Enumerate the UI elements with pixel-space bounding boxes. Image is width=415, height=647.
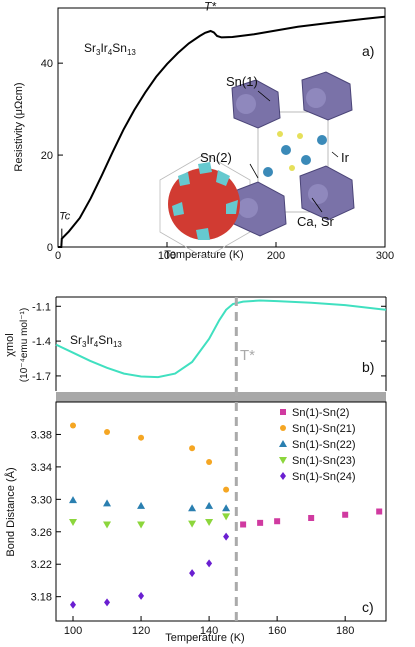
panel-a-frame <box>57 7 386 248</box>
data-point <box>308 514 315 521</box>
inset-label-sn1: Sn(1) <box>226 74 258 89</box>
panel-a-compound: Sr3Ir4Sn13 <box>84 41 136 57</box>
y-tick-label: 3.34 <box>31 462 52 474</box>
data-point <box>138 591 145 600</box>
x-tick-label: 160 <box>268 625 286 637</box>
data-point <box>104 429 111 436</box>
panel-b-compound: Sr3Ir4Sn13 <box>70 333 122 349</box>
panel-c-ticks: 100 120 140 160 180 3.18 3.22 3.26 3.30 3.34 3.38 <box>31 429 355 637</box>
data-point <box>205 501 214 509</box>
legend-label: Sn(1)-Sn(23) <box>292 455 356 467</box>
tc-annotation: Tc <box>59 210 71 222</box>
x-tick-label: 100 <box>64 625 82 637</box>
data-point <box>274 518 281 525</box>
legend-label: Sn(1)-Sn(2) <box>292 407 349 419</box>
legend-marker <box>279 440 287 447</box>
inset-label-ir: Ir <box>341 150 350 165</box>
crystal-structure-inset <box>159 71 355 259</box>
data-point <box>222 513 231 521</box>
panel-c-label: c) <box>362 599 374 615</box>
data-point <box>222 504 231 512</box>
panel-c-ylabel: Bond Distance (Å) <box>4 467 17 556</box>
data-point <box>103 499 112 507</box>
panel-a-xlabel: Temperature (K) <box>164 249 243 261</box>
data-point <box>103 521 112 529</box>
panel-a-label: a) <box>362 43 374 59</box>
legend-label: Sn(1)-Sn(24) <box>292 471 356 483</box>
panel-b-ticks: -1.1 -1.4 -1.7 <box>32 301 386 383</box>
x-tick-label: 0 <box>55 250 61 262</box>
legend-marker <box>280 425 286 431</box>
panel-separator-bar <box>56 392 386 402</box>
panel-a: a) Sr3Ir4Sn13 Temperature (K) Resistivit… <box>13 0 394 262</box>
y-tick-label: -1.4 <box>32 336 51 348</box>
data-point <box>257 519 264 526</box>
data-point <box>138 434 145 441</box>
data-point <box>223 532 230 541</box>
inset-label-ca-sr: Ca, Sr <box>297 214 335 229</box>
y-tick-label: 40 <box>41 58 53 70</box>
x-tick-label: 300 <box>376 250 394 262</box>
y-tick-label: -1.7 <box>32 371 51 383</box>
data-point <box>104 598 111 607</box>
susceptibility-curve <box>55 299 387 379</box>
inset-label-sn2: Sn(2) <box>200 150 232 165</box>
data-point <box>70 422 77 429</box>
panel-c-points <box>69 422 383 609</box>
legend-marker <box>280 472 286 480</box>
x-tick-label: 140 <box>200 625 218 637</box>
panel-b-ylabel-top: χmol <box>4 333 16 357</box>
panel-c-frame <box>55 401 387 622</box>
data-point <box>189 569 196 578</box>
panel-a-ticks: 0 100 200 300 0 20 40 <box>41 58 394 262</box>
legend-marker <box>280 409 286 415</box>
data-point <box>206 459 213 466</box>
panel-b-ylabel-bottom: (10⁻⁴emu mol⁻¹) <box>19 308 30 382</box>
data-point <box>376 508 383 515</box>
data-point <box>137 501 146 509</box>
data-point <box>69 496 78 504</box>
tstar-annotation: T* <box>204 0 216 13</box>
panel-c-xlabel: Temperature (K) <box>165 632 244 644</box>
data-point <box>240 521 247 528</box>
legend-label: Sn(1)-Sn(21) <box>292 423 356 435</box>
y-tick-label: 20 <box>41 150 53 162</box>
y-tick-label: 3.22 <box>31 559 52 571</box>
panel-b: b) Sr3Ir4Sn13 χmol (10⁻⁴emu mol⁻¹) -1.1-… <box>4 296 387 402</box>
panel-a-ylabel: Resistivity (μΩcm) <box>13 82 25 171</box>
panel-b-tstar-label: T* <box>240 347 255 364</box>
data-point <box>188 504 197 512</box>
x-tick-label: 200 <box>267 250 285 262</box>
panel-c-legend: Sn(1)-Sn(2) Sn(1)-Sn(21) Sn(1)-Sn(22) Sn(1)… <box>279 407 356 483</box>
data-point <box>70 600 77 609</box>
data-point <box>189 445 196 452</box>
data-point <box>188 520 197 528</box>
y-tick-label: 3.26 <box>31 527 52 539</box>
data-point <box>69 519 78 527</box>
panel-b-label: b) <box>362 359 374 375</box>
resistivity-curve <box>58 15 386 248</box>
legend-label: Sn(1)-Sn(22) <box>292 439 356 451</box>
data-point <box>223 486 230 493</box>
y-tick-label: 3.18 <box>31 592 52 604</box>
data-point <box>206 559 213 568</box>
panel-c: c) Temperature (K) Bond Distance (Å) 100… <box>4 401 387 644</box>
y-tick-label: 3.38 <box>31 429 52 441</box>
y-tick-label: 3.30 <box>31 494 52 506</box>
data-point <box>205 519 214 527</box>
y-tick-label: 0 <box>47 242 53 254</box>
y-tick-label: -1.1 <box>32 301 51 313</box>
data-point <box>137 521 146 529</box>
legend-marker <box>279 457 287 464</box>
x-tick-label: 100 <box>158 250 176 262</box>
x-tick-label: 120 <box>132 625 150 637</box>
x-tick-label: 180 <box>336 625 354 637</box>
data-point <box>342 511 349 518</box>
